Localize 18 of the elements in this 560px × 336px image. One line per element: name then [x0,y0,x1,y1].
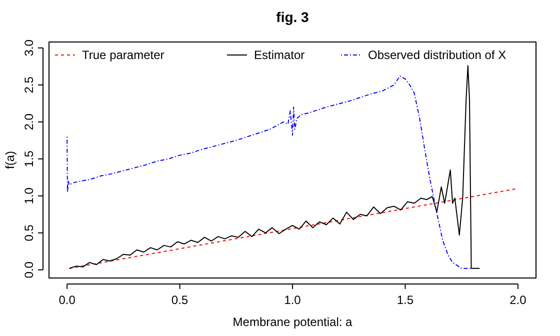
x-tick-label: 1.5 [396,293,414,307]
y-tick-label: 1.0 [22,187,36,204]
x-tick-label: 1.0 [284,293,302,307]
legend-label: Estimator [254,48,305,62]
x-axis-title: Membrane potential: a [232,315,353,329]
legend-label: True parameter [82,48,164,62]
y-tick-label: 3.0 [22,39,36,56]
x-tick-label: 0.5 [171,293,188,307]
y-tick-label: 1.5 [22,150,36,168]
y-tick-label: 2.5 [22,76,36,94]
y-axis-title: f(a) [3,150,17,169]
legend-label: Observed distribution of X [368,48,506,62]
y-tick-label: 0.5 [22,224,36,242]
chart-title: fig. 3 [276,9,310,25]
x-tick-label: 2.0 [510,293,527,307]
y-tick-label: 0.0 [22,261,36,278]
x-tick-label: 0.0 [58,293,76,307]
y-tick-label: 2.0 [22,113,36,130]
